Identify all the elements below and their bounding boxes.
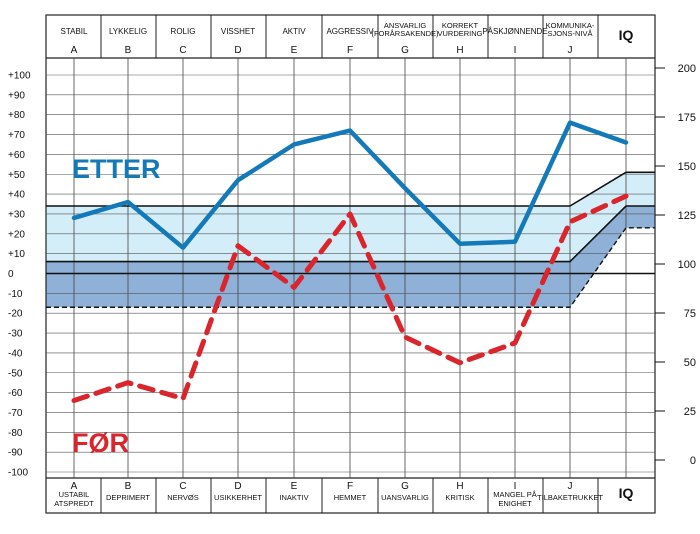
y-left-tick-label: +90 <box>8 90 25 101</box>
header-letter: D <box>234 45 241 56</box>
y-left-tick-label: -30 <box>8 329 23 340</box>
footer-trait-label: KRITISK <box>445 493 474 502</box>
y-left-tick-label: -60 <box>8 388 23 399</box>
y-left-tick-label: 0 <box>8 269 14 280</box>
footer-letter: G <box>401 481 409 492</box>
footer-letter: D <box>234 481 241 492</box>
y-left-tick-label: +50 <box>8 170 25 181</box>
footer-trait-label: TILBAKETRUKKET <box>537 493 603 502</box>
y-left-tick-label: +10 <box>8 249 25 260</box>
footer-letter: C <box>179 481 186 492</box>
footer-trait-label: DEPRIMERT <box>106 493 150 502</box>
header-trait-label: KOMMUNIKA-SJONS-NIVÅ <box>546 21 595 38</box>
series-label-etter: ETTER <box>72 154 161 184</box>
header-letter: B <box>125 45 132 56</box>
y-left-tick-label: -90 <box>8 448 23 459</box>
header-trait-label: AGGRESSIV <box>326 27 374 36</box>
y-right-tick-label: 75 <box>684 308 696 320</box>
y-left-tick-label: +40 <box>8 190 25 201</box>
footer-letter: E <box>291 481 298 492</box>
y-right-tick-label: 25 <box>684 406 696 418</box>
y-left-tick-label: +80 <box>8 110 25 121</box>
footer-iq-label: IQ <box>619 485 634 501</box>
header-letter: E <box>291 45 298 56</box>
header-trait-label: PÅSKJØNNENDE <box>482 27 547 36</box>
header-trait-label: VISSHET <box>221 27 255 36</box>
y-left-tick-label: -40 <box>8 348 23 359</box>
header-letter: C <box>179 45 186 56</box>
header-trait-label: STABIL <box>61 27 89 36</box>
footer-trait-label: USIKKERHET <box>214 493 262 502</box>
y-left-tick-label: -20 <box>8 309 23 320</box>
y-left-tick-label: -100 <box>8 468 28 479</box>
y-left-tick-label: +20 <box>8 229 25 240</box>
header-letter: H <box>456 45 463 56</box>
footer-letter: F <box>347 481 353 492</box>
footer-trait-label: NERVØS <box>167 493 199 502</box>
header-letter: F <box>347 45 353 56</box>
header-letter: J <box>568 45 573 56</box>
header-trait-label: ROLIG <box>171 27 196 36</box>
footer-trait-label: HEMMET <box>334 493 367 502</box>
y-right-tick-label: 150 <box>678 161 696 173</box>
y-left-tick-label: +60 <box>8 150 25 161</box>
header-iq-label: IQ <box>619 27 634 43</box>
y-right-tick-label: 100 <box>678 259 696 271</box>
y-left-tick-label: +70 <box>8 130 25 141</box>
y-right-tick-label: 0 <box>690 455 696 467</box>
y-left-tick-label: -80 <box>8 428 23 439</box>
footer-letter: J <box>568 481 573 492</box>
y-right-tick-label: 200 <box>678 63 696 75</box>
series-label-for: FØR <box>72 428 129 458</box>
y-left-tick-label: -10 <box>8 289 23 300</box>
y-right-tick-label: 50 <box>684 357 696 369</box>
y-right-tick-label: 175 <box>678 112 696 124</box>
header-trait-label: AKTIV <box>282 27 306 36</box>
header-letter: A <box>71 45 78 56</box>
y-left-tick-label: +30 <box>8 209 25 220</box>
header-letter: G <box>401 45 409 56</box>
header-letter: I <box>514 45 517 56</box>
y-left-tick-label: -50 <box>8 368 23 379</box>
y-right-tick-label: 125 <box>678 210 696 222</box>
footer-trait-label: UANSVARLIG <box>381 493 429 502</box>
footer-letter: B <box>125 481 132 492</box>
y-left-tick-label: -70 <box>8 408 23 419</box>
footer-letter: H <box>456 481 463 492</box>
footer-trait-label: INAKTIV <box>279 493 308 502</box>
y-left-tick-label: +100 <box>8 71 31 82</box>
header-trait-label: LYKKELIG <box>109 27 147 36</box>
